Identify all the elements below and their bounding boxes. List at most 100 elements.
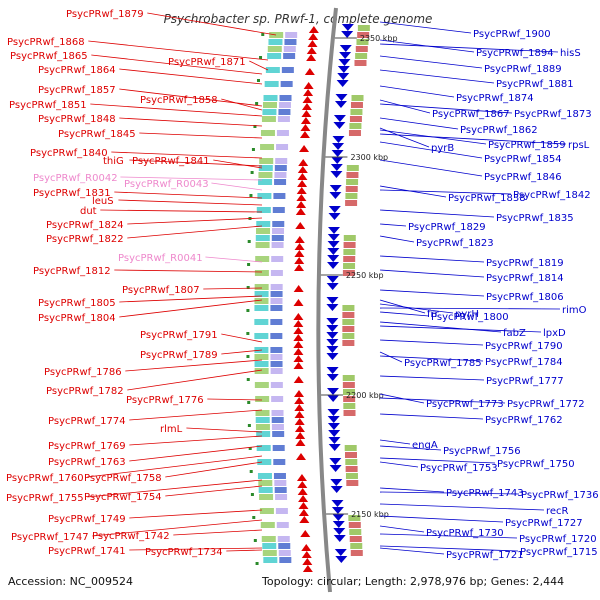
category-bar (348, 130, 361, 136)
minus-strand-gene (326, 353, 339, 360)
plus-strand-gene (295, 432, 306, 439)
left-gene-label: PsycPRwf_1789 (140, 350, 218, 361)
right-gene-label: PsycPRwf_1838 (448, 193, 526, 204)
right-gene-label: PsycPRwf_1750 (497, 459, 575, 470)
category-bar (255, 417, 270, 423)
right-gene-label: PsycPRwf_1790 (485, 341, 563, 352)
category-bar (260, 144, 275, 150)
marker-dot (256, 79, 260, 82)
left-gene-label: thiG (103, 156, 124, 167)
category-bar (276, 522, 289, 528)
feature-tracks (246, 24, 370, 572)
minus-strand-gene (327, 248, 340, 255)
left-label-connector (120, 176, 263, 181)
right-label-connector (379, 133, 567, 145)
right-label-connector (379, 325, 542, 333)
minus-strand-gene (328, 206, 341, 213)
right-label-connector (379, 103, 513, 114)
category-bar (272, 445, 285, 451)
left-gene-label: PsycPRwf_1774 (48, 416, 126, 427)
category-bar (285, 32, 298, 38)
right-gene-label: fabZ (503, 328, 526, 339)
category-bar (273, 459, 286, 465)
left-label-connector (88, 40, 269, 61)
left-gene-label: PsycPRwf_1864 (38, 65, 116, 76)
right-gene-label: PsycPRwf_1823 (416, 238, 494, 249)
right-gene-label: PsycPRwf_1881 (496, 79, 574, 90)
left-gene-label: PsycPRwf_1851 (9, 100, 87, 111)
right-labels: PsycPRwf_1900 PsycPRwf_1894 hisS PsycPRwf_1… (379, 21, 599, 561)
right-gene-label: engA (412, 440, 438, 451)
left-label-connector (91, 54, 263, 75)
right-label-connector (379, 547, 445, 555)
category-bar (261, 536, 276, 542)
minus-strand-gene (326, 332, 339, 339)
right-gene-label: PsycPRwf_1777 (486, 376, 564, 387)
right-gene-label: PsycPRwf_1835 (496, 213, 574, 224)
right-gene-label: PsycPRwf_1720 (519, 534, 597, 545)
category-bar (262, 543, 277, 549)
minus-strand-gene (327, 234, 340, 241)
plus-strand-gene (296, 201, 307, 208)
right-gene-label: PsycPRwf_1854 (484, 154, 562, 165)
left-gene-label: PsycPRwf_1782 (46, 386, 124, 397)
plus-strand-gene (293, 341, 304, 348)
category-bar (270, 291, 283, 297)
category-bar (343, 396, 356, 402)
category-bar (283, 46, 296, 52)
category-bar (357, 32, 370, 38)
minus-strand-gene (332, 514, 345, 521)
category-bar (343, 410, 356, 416)
marker-dot (247, 240, 251, 243)
marker-dot (247, 263, 251, 266)
left-gene-label: PsycPRwf_1824 (46, 220, 124, 231)
left-label-connector (186, 427, 263, 433)
marker-dot (253, 539, 257, 542)
left-label-connector (139, 132, 263, 139)
category-bar (257, 459, 272, 465)
category-bar (258, 165, 273, 171)
right-gene-label: PsycPRwf_1889 (484, 64, 562, 75)
plus-strand-gene (308, 33, 319, 40)
minus-strand-gene (339, 45, 352, 52)
category-bar (255, 235, 270, 241)
left-gene-label: PsycPRwf_1760 (6, 473, 84, 484)
left-gene-label: PsycPRwf_1841 (132, 156, 210, 167)
category-bar (265, 67, 280, 73)
left-gene-label: leuS (92, 196, 114, 207)
scale-label: 2200 kbp (346, 391, 384, 400)
category-bar (277, 536, 290, 542)
left-gene-label: dut (80, 206, 97, 217)
category-bar (276, 130, 289, 136)
minus-strand-gene (327, 241, 340, 248)
marker-dot (248, 447, 252, 450)
category-bar (350, 550, 363, 556)
right-label-connector (379, 189, 512, 195)
category-bar (271, 396, 284, 402)
category-bar (275, 508, 288, 514)
minus-strand-gene (326, 297, 339, 304)
category-bar (272, 221, 285, 227)
minus-strand-gene (332, 136, 345, 143)
minus-strand-gene (327, 262, 340, 269)
left-label-connector (221, 349, 263, 355)
left-gene-label: PsycPRwf_1763 (48, 457, 126, 468)
category-bar (345, 459, 358, 465)
category-bar (343, 249, 356, 255)
category-bar (348, 515, 361, 521)
plus-strand-gene (301, 110, 312, 117)
category-bar (271, 417, 284, 423)
category-bar (255, 424, 270, 430)
category-bar (256, 431, 271, 437)
category-bar (274, 165, 287, 171)
left-labels: PsycPRwf_1879 PsycPRwf_1868 PsycPRwf_1865 P… (6, 9, 277, 558)
minus-strand-gene (328, 227, 341, 234)
marker-dot (259, 56, 263, 59)
category-bar (260, 522, 275, 528)
plus-strand-gene (293, 348, 304, 355)
plus-strand-gene (296, 194, 307, 201)
category-bar (343, 256, 356, 262)
plus-strand-gene (307, 40, 318, 47)
category-bar (258, 487, 273, 493)
